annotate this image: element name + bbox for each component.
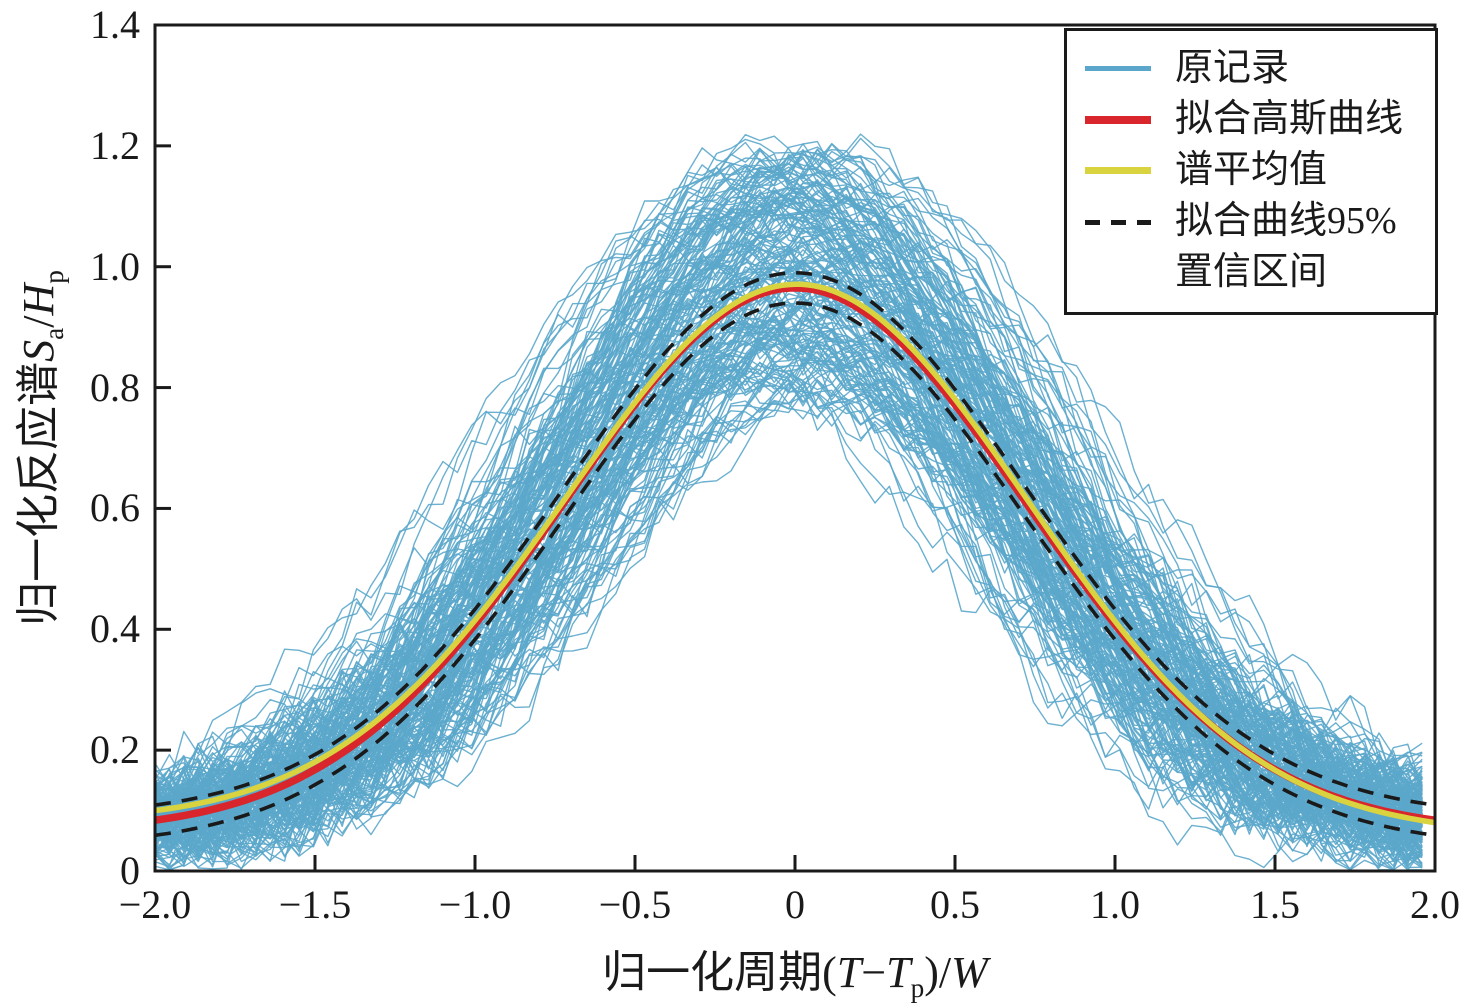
record-line <box>155 289 1423 855</box>
x-tick-label: 0.5 <box>930 882 980 927</box>
y-tick-label: 1.0 <box>90 243 140 289</box>
x-axis-var-T: T <box>836 948 862 998</box>
record-line <box>155 157 1423 823</box>
legend-item-spectral-mean: 谱平均值 <box>1085 145 1421 196</box>
legend-label: 拟合曲线95% 置信区间 <box>1175 196 1397 298</box>
y-tick-label: 1.4 <box>90 2 140 47</box>
y-tick-label: 0.2 <box>90 727 140 773</box>
y-tick-label: 0.4 <box>90 606 140 652</box>
legend-label: 谱平均值 <box>1175 149 1328 191</box>
record-line <box>155 214 1423 856</box>
legend-item-original-records: 原记录 <box>1085 43 1421 94</box>
x-tick-label: 2.0 <box>1410 882 1460 927</box>
x-tick-label: 0 <box>785 882 805 927</box>
record-line <box>155 274 1423 847</box>
record-line <box>155 203 1423 817</box>
record-line <box>155 366 1423 853</box>
x-axis-title: 归一化周期(T−Tp)/W <box>602 936 988 1004</box>
original-records-line-icon <box>1085 66 1151 71</box>
y-tick-label: 0.8 <box>90 364 140 410</box>
y-tick-label: 0 <box>120 848 140 893</box>
x-tick-label: −1.0 <box>438 882 512 927</box>
record-line <box>155 187 1423 861</box>
legend-label-line2: 置信区间 <box>1175 251 1328 293</box>
y-tick-label: 1.2 <box>90 122 140 168</box>
record-line <box>155 155 1423 811</box>
x-axis-close: )/ <box>924 948 952 998</box>
plot-region <box>155 133 1435 871</box>
legend-label: 原记录 <box>1175 47 1290 89</box>
x-tick-label: 1.0 <box>1090 882 1140 927</box>
x-tick-label: 1.5 <box>1250 882 1300 927</box>
legend-label: 拟合高斯曲线 <box>1175 98 1404 140</box>
record-line <box>155 394 1423 871</box>
legend-label-line1: 拟合曲线95% <box>1175 200 1397 242</box>
x-axis-var-Tp: T <box>886 948 911 998</box>
x-axis-title-text: 归一化周期( <box>602 948 837 998</box>
spectral-mean-line <box>155 281 1435 826</box>
x-axis-var-W: W <box>951 948 988 998</box>
record-line <box>155 300 1423 871</box>
x-tick-label: −1.5 <box>278 882 352 927</box>
ci-upper-line <box>155 270 1435 807</box>
confidence-interval-dashed-line-icon <box>1085 220 1151 225</box>
record-line <box>155 297 1423 856</box>
y-axis-sub-a: a <box>38 327 69 340</box>
x-tick-label: −2.0 <box>118 882 192 927</box>
record-line <box>155 198 1423 842</box>
record-line <box>155 211 1423 862</box>
legend-item-gaussian-fit: 拟合高斯曲线 <box>1085 94 1421 145</box>
legend: 原记录 拟合高斯曲线 谱平均值 拟合曲线95% 置信区间 <box>1064 28 1438 315</box>
y-tick-label: 0.6 <box>90 485 140 531</box>
y-axis-var-Sa: S <box>14 339 64 362</box>
x-tick-label: −0.5 <box>598 882 672 927</box>
record-line <box>155 192 1423 852</box>
x-axis-minus: − <box>861 948 887 998</box>
spectral-mean-line-icon <box>1085 167 1151 174</box>
record-line <box>155 191 1423 828</box>
gaussian-fit-line-icon <box>1085 115 1151 124</box>
record-line <box>155 162 1423 836</box>
y-axis-slash: / <box>14 315 64 328</box>
legend-item-confidence-interval: 拟合曲线95% 置信区间 <box>1085 196 1421 298</box>
x-axis-sub-p: p <box>910 972 925 1003</box>
ci-lower-line <box>155 301 1435 838</box>
y-axis-title: 归一化反应谱Sa/Hp <box>2 270 70 626</box>
